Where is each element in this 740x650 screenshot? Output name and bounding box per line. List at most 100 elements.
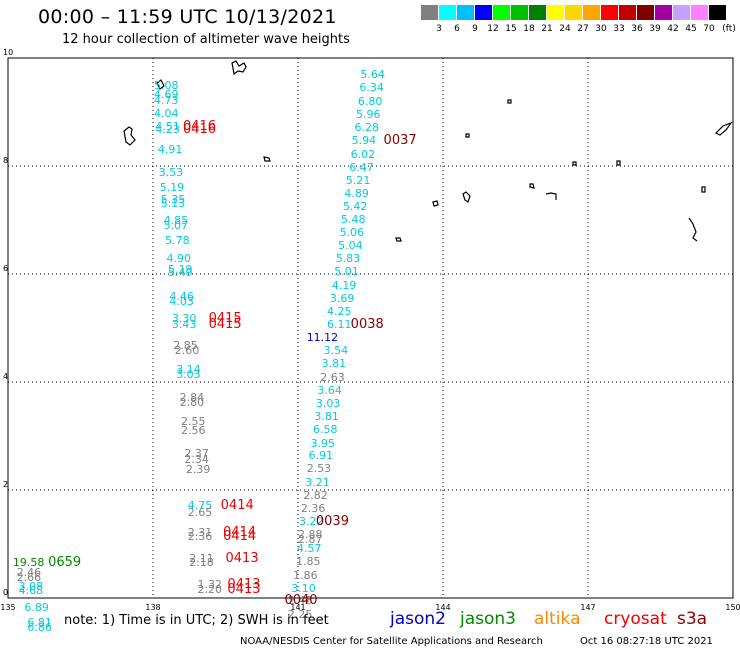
pass-time-label: 0413 — [227, 582, 261, 598]
wave-height-label: 4.03 — [169, 294, 194, 308]
pass-time-label: 0040 — [284, 593, 318, 609]
colorbar-swatch — [601, 5, 618, 20]
y-tick-label: 6 — [3, 264, 8, 273]
island-outline — [529, 183, 535, 189]
wave-height-label: 4.85 — [163, 214, 189, 228]
wave-height-label: 4.69 — [153, 88, 179, 102]
wave-height-label: 4.25 — [327, 304, 352, 318]
wave-height-label: 19.58 — [12, 556, 45, 570]
wave-height-label: 5.96 — [356, 108, 381, 122]
island-outline — [701, 186, 706, 193]
wave-height-label: 5.78 — [165, 234, 190, 248]
colorbar-tick-label: 18 — [523, 24, 535, 34]
wave-height-label: 2.85 — [173, 338, 198, 352]
island-outline — [572, 161, 577, 166]
wave-height-label: 3.03 — [315, 397, 341, 411]
island-outline — [432, 200, 439, 207]
credit-text: NOAA/NESDIS Center for Satellite Applica… — [240, 636, 543, 647]
wave-height-label: 3.43 — [171, 317, 197, 331]
x-tick-label: 144 — [435, 603, 450, 612]
footer-note: note: 1) Time is in UTC; 2) SWH is in fe… — [64, 613, 329, 628]
island-outline — [263, 156, 271, 162]
wave-height-label: 4.46 — [169, 289, 194, 303]
wave-height-label: 6.91 — [308, 449, 334, 463]
y-tick-label: 10 — [3, 48, 13, 57]
wave-height-label: 5.35 — [160, 192, 186, 206]
wave-height-label: 2.20 — [197, 583, 222, 597]
island-outline — [507, 99, 512, 104]
colorbar-tick-label: 45 — [685, 24, 697, 34]
y-tick-label: 2 — [3, 480, 8, 489]
pass-time-label: 0659 — [48, 555, 82, 571]
wave-height-label: 2.48 — [287, 594, 313, 608]
wave-height-label: 2.87 — [298, 533, 323, 547]
wave-height-label: 2.60 — [174, 344, 200, 358]
wave-height-label: 2.11 — [189, 551, 214, 565]
wave-height-label: 4.90 — [166, 251, 192, 265]
island-outline — [545, 192, 557, 200]
pass-time-label: 0038 — [350, 316, 384, 332]
satellite-legend-jason3: jason3 — [460, 609, 516, 629]
wave-height-label: 6.86 — [27, 620, 52, 634]
colorbar-swatch — [655, 5, 672, 20]
wave-height-label: 6.58 — [312, 423, 338, 437]
pass-time-label: 0416 — [182, 121, 217, 137]
wave-height-label: 3.08 — [18, 579, 44, 593]
wave-height-label: 2.66 — [16, 570, 42, 584]
colorbar-tick-label: 39 — [649, 24, 661, 34]
wave-height-label: 5.64 — [360, 67, 385, 81]
colorbar-swatch — [673, 5, 690, 20]
pass-time-label: 0037 — [383, 133, 417, 149]
colorbar-swatch — [709, 5, 726, 20]
wave-height-label: 2.65 — [187, 505, 213, 519]
wave-height-label: 2.34 — [184, 453, 209, 467]
wave-height-label: 2.56 — [181, 424, 206, 438]
y-tick-label: 8 — [3, 156, 8, 165]
wave-height-label: 5.42 — [342, 200, 368, 213]
island-outline — [156, 79, 165, 90]
y-tick-label: 0 — [3, 588, 8, 597]
wave-height-label: 2.36 — [187, 530, 213, 544]
wave-height-label: 4.23 — [155, 122, 180, 136]
x-tick-label: 147 — [580, 603, 595, 612]
pass-time-label: 0415 — [208, 311, 242, 327]
wave-height-label: 5.07 — [163, 218, 189, 232]
island-outline — [231, 60, 247, 76]
wave-height-label: 2.25 — [287, 607, 313, 621]
colorbar-tick-label: 70 — [703, 24, 715, 34]
colorbar-tick-label: 12 — [487, 24, 499, 34]
wave-height-label: 1.86 — [293, 568, 318, 582]
x-tick-label: 141 — [290, 603, 305, 612]
wave-height-label: 3.30 — [171, 312, 197, 326]
wave-height-label: 5.19 — [167, 262, 193, 276]
colorbar-swatch — [619, 5, 636, 20]
colorbar-swatch — [583, 5, 600, 20]
wave-height-label: 3.14 — [176, 362, 201, 376]
wave-height-label: 4.57 — [297, 542, 322, 556]
colorbar-swatch — [421, 5, 438, 20]
wave-height-label: 5.94 — [351, 134, 377, 148]
colorbar-tick-label: 6 — [454, 24, 460, 34]
wave-height-label: 2.39 — [185, 462, 211, 476]
colorbar-tick-label: 15 — [505, 24, 517, 34]
x-tick-label: 150 — [725, 603, 740, 612]
wave-height-label: 5.83 — [335, 252, 361, 266]
colorbar-tick-label: 9 — [472, 24, 478, 34]
colorbar-tick-label: 24 — [559, 24, 571, 34]
colorbar-swatch — [529, 5, 546, 20]
wave-height-label: 5.19 — [159, 180, 185, 194]
colorbar-tick-label: 30 — [595, 24, 607, 34]
wave-height-label: 2.53 — [306, 462, 332, 476]
wave-height-label: 6.02 — [350, 147, 376, 161]
wave-height-label: 4.75 — [187, 499, 213, 513]
wave-height-label: 3.69 — [329, 291, 355, 305]
wave-height-label: 1.85 — [296, 555, 321, 569]
wave-height-label: 3.21 — [305, 475, 330, 489]
pass-time-label: 0415 — [208, 316, 242, 332]
map-subtitle: 12 hour collection of altimeter wave hei… — [62, 32, 350, 47]
colorbar-tick-label: 21 — [541, 24, 553, 34]
colorbar-swatch — [637, 5, 654, 20]
wave-height-label: 2.46 — [16, 566, 42, 580]
colorbar-tick-label: 3 — [436, 24, 442, 34]
x-tick-label: 138 — [145, 603, 160, 612]
